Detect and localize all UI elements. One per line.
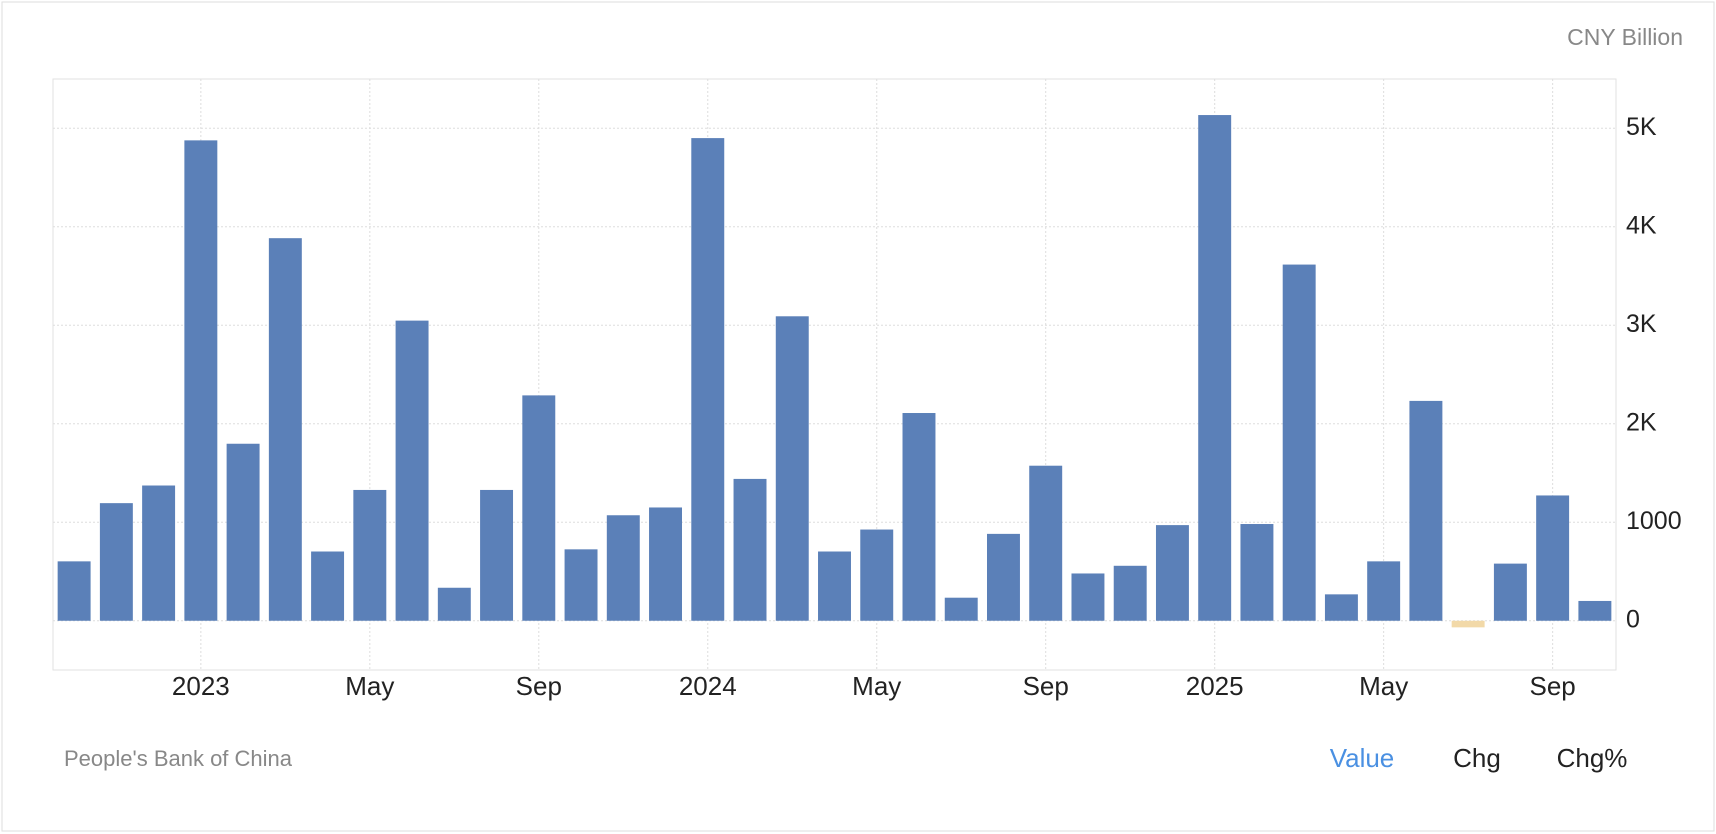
bar [1324,594,1358,621]
x-tick-label: Sep [1023,671,1069,701]
tab-button[interactable]: Chg [1453,743,1501,773]
bar [353,489,387,621]
y-tick-label: 4K [1626,211,1657,239]
plot: 0 1000 2K 3K 4K 5K 2023 May Sep 2024 May Sep 2025 May… [52,78,1682,701]
source-label: People's Bank of China [64,746,293,771]
bar [944,597,978,621]
bar [268,238,302,621]
bar [986,533,1020,621]
bar [564,549,598,621]
y-tick-label: 5K [1626,113,1657,141]
plot-area [52,78,1617,671]
bar [57,561,91,621]
bar [649,507,683,621]
bar [1240,524,1274,621]
bar [606,515,640,621]
bar [860,529,894,621]
bar [1536,495,1570,621]
x-tick-label: 2025 [1186,671,1244,701]
bar [1029,465,1063,621]
bar [184,140,218,621]
x-tick-label: May [852,671,901,701]
bar [733,478,767,621]
bar [1198,115,1232,621]
x-tick-label: Sep [1530,671,1576,701]
bar [1367,561,1401,621]
x-tick-label: May [345,671,394,701]
bar [1409,400,1443,621]
x-tick-label: May [1359,671,1408,701]
x-tick-label: 2024 [679,671,737,701]
bar [902,413,936,621]
x-tick-label: Sep [516,671,562,701]
x-tick-label: 2023 [172,671,230,701]
bar [1155,525,1189,621]
bar [522,395,556,621]
y-tick-label: 0 [1626,605,1640,633]
bar [1071,573,1105,621]
bar [1578,600,1612,621]
tab-button[interactable]: Value [1330,743,1395,773]
y-tick-label: 1000 [1626,507,1682,535]
y-tick-label: 3K [1626,310,1657,338]
tabs: Value Chg Chg% [1330,743,1628,773]
bar [1451,620,1485,628]
bar [99,503,133,621]
bar [1493,563,1527,621]
bar [480,489,514,621]
bar [437,587,471,621]
tab-button[interactable]: Chg% [1557,743,1628,773]
bar [1282,264,1316,621]
bar [691,138,725,621]
unit-label: CNY Billion [1567,24,1683,50]
bar [775,316,809,621]
bar [1113,565,1147,621]
bar [395,320,429,621]
bar [142,485,176,621]
y-tick-label: 2K [1626,408,1657,436]
bar [818,551,851,621]
bar [226,443,260,621]
bar [311,551,345,621]
